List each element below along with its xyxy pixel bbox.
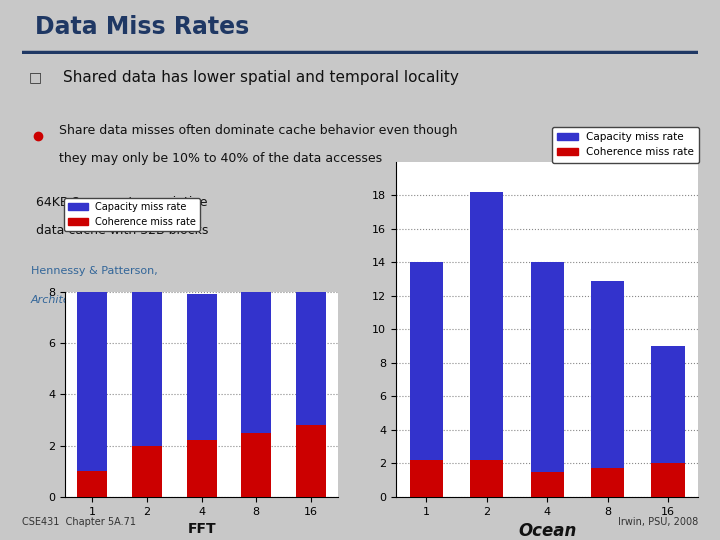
Bar [531,472,564,497]
Text: 64KB 2-way set associative: 64KB 2-way set associative [36,196,207,209]
Text: they may only be 10% to 40% of the data accesses: they may only be 10% to 40% of the data … [59,152,382,165]
Bar [186,441,217,497]
X-axis label: FFT: FFT [187,522,216,536]
Text: CSE431  Chapter 5A.71: CSE431 Chapter 5A.71 [22,517,135,527]
Bar [132,292,162,446]
Text: Architecture: A Quantitative Approach: Architecture: A Quantitative Approach [31,295,244,305]
Bar [470,192,503,460]
Text: Share data misses often dominate cache behavior even though: Share data misses often dominate cache b… [59,124,458,137]
Bar [241,292,271,433]
Text: Data Miss Rates: Data Miss Rates [35,15,249,39]
Bar [186,294,217,441]
Text: Shared data has lower spatial and temporal locality: Shared data has lower spatial and tempor… [63,70,459,85]
X-axis label: Ocean: Ocean [518,522,577,540]
Text: data cache with 32B blocks: data cache with 32B blocks [36,224,208,237]
Bar [410,460,443,497]
Bar [531,262,564,472]
Text: □: □ [29,70,42,84]
Legend: Capacity miss rate, Coherence miss rate: Capacity miss rate, Coherence miss rate [64,198,200,231]
Bar [132,446,162,497]
Bar [652,346,685,463]
Text: Irwin, PSU, 2008: Irwin, PSU, 2008 [618,517,698,527]
Bar [470,460,503,497]
Bar [241,433,271,497]
Bar [296,425,326,497]
Bar [591,468,624,497]
Legend: Capacity miss rate, Coherence miss rate: Capacity miss rate, Coherence miss rate [552,127,699,163]
Bar [77,471,107,497]
Bar [591,281,624,468]
Bar [296,292,326,425]
Bar [77,292,107,471]
Text: Hennessy & Patterson,: Hennessy & Patterson, [31,266,161,276]
Bar [652,463,685,497]
Bar [410,262,443,460]
